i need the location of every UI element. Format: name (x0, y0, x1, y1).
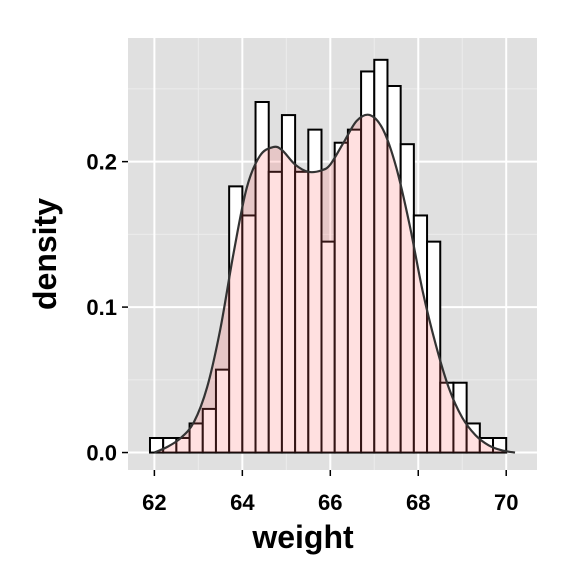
x-axis-title: weight (251, 519, 354, 555)
y-axis-ticks: 0.0 0.1 0.2 (86, 150, 128, 466)
x-tick-label: 70 (494, 490, 518, 515)
y-tick-label: 0.0 (86, 441, 117, 466)
y-tick-label: 0.2 (86, 150, 117, 175)
x-tick-label: 66 (318, 490, 342, 515)
x-tick-label: 64 (230, 490, 255, 515)
x-tick-label: 62 (142, 490, 166, 515)
histogram-bar (426, 240, 442, 454)
density-curve (153, 113, 516, 454)
histogram-bars (148, 58, 508, 454)
x-axis-ticks: 62 64 66 68 70 (142, 470, 518, 515)
y-axis-title: density (27, 198, 63, 310)
y-tick-label: 0.1 (86, 295, 117, 320)
x-tick-label: 68 (406, 490, 430, 515)
histogram-bar (452, 381, 468, 454)
